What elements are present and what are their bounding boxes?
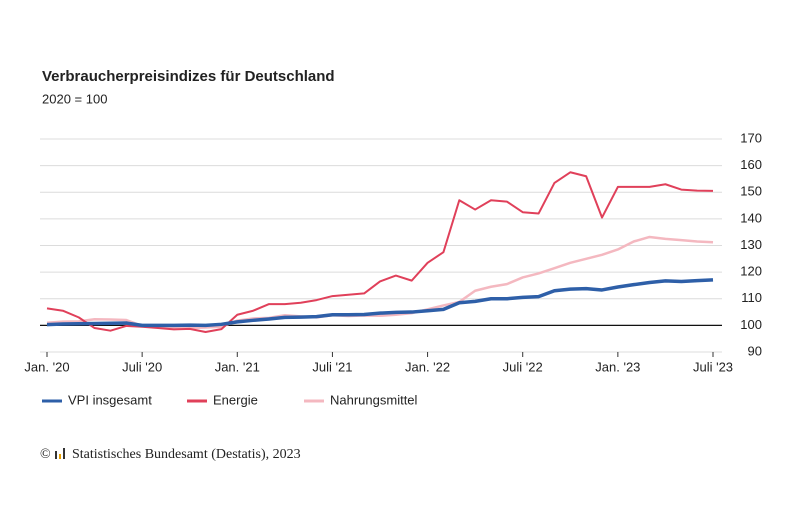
- x-tick-label: Juli '22: [503, 359, 543, 374]
- legend-label: Nahrungsmittel: [330, 392, 418, 407]
- logo: [55, 448, 65, 459]
- y-tick-label: 150: [740, 184, 762, 199]
- x-tick-label: Jan. '22: [405, 359, 450, 374]
- series-line: [46, 278, 714, 328]
- x-tick-label: Juli '21: [312, 359, 352, 374]
- source: Statistisches Bundesamt (Destatis), 2023: [72, 447, 301, 462]
- chart-subtitle: 2020 = 100: [42, 91, 107, 106]
- y-tick-label: 100: [740, 317, 762, 332]
- y-tick-label: 140: [740, 210, 762, 225]
- y-tick-label: 160: [740, 157, 762, 172]
- y-tick-label: 110: [741, 290, 762, 305]
- x-tick-label: Jan. '23: [595, 359, 640, 374]
- legend-label: VPI insgesamt: [68, 392, 152, 407]
- series-line: [46, 171, 714, 334]
- x-tick-label: Jan. '21: [215, 359, 260, 374]
- x-tick-label: Juli '20: [122, 359, 162, 374]
- y-tick-label: 130: [740, 237, 762, 252]
- chart-title: Verbraucherpreisindizes für Deutschland: [42, 68, 335, 85]
- y-tick-label: 90: [748, 343, 762, 358]
- copyright: ©: [40, 447, 51, 462]
- x-tick-label: Juli '23: [693, 359, 733, 374]
- y-tick-label: 120: [740, 264, 762, 279]
- x-tick-label: Jan. '20: [24, 359, 69, 374]
- legend-label: Energie: [213, 392, 258, 407]
- y-tick-label: 170: [740, 130, 762, 145]
